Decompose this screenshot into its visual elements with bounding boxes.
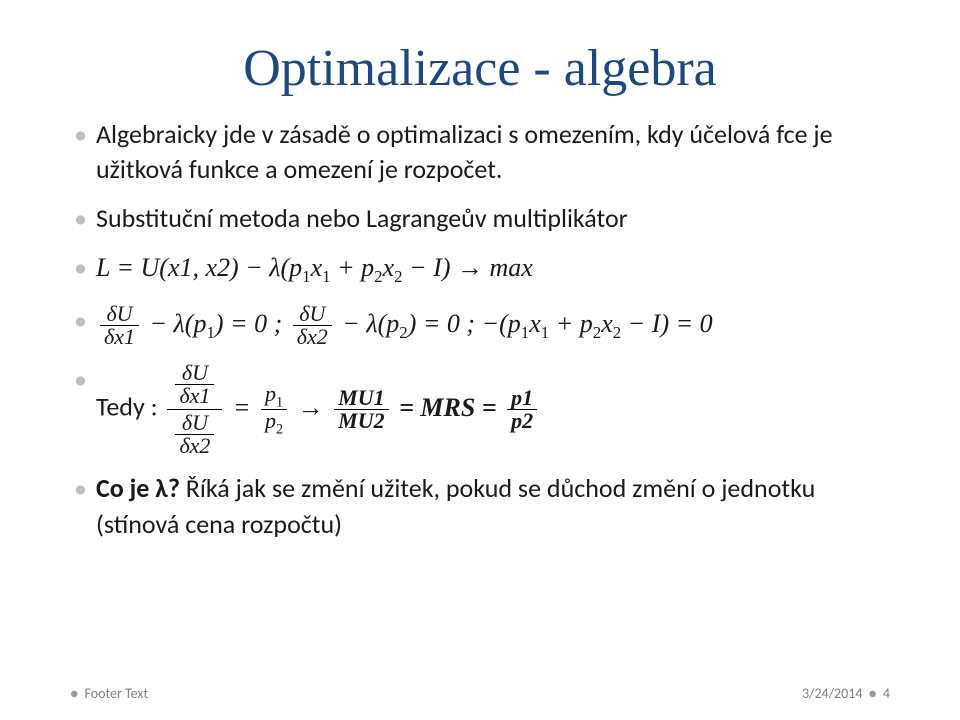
eq-part: + p [549, 309, 593, 338]
lambda-explain: Říká jak se změní užitek, pokud se důcho… [96, 472, 815, 539]
frac-den: δx1 [175, 385, 214, 407]
eq-part: − I) → max [403, 253, 533, 282]
inner-frac-1: δU δx1 [175, 362, 214, 407]
slide-title: Optimalizace - algebra [70, 40, 890, 97]
frac-den: MU2 [334, 410, 388, 432]
eq-part: ) = 0 ; −(p [408, 309, 521, 338]
tedy-label: Tedy : [96, 391, 163, 423]
footer: ● Footer Text 3/24/2014 ● 4 [70, 685, 890, 702]
frac-den: δx2 [293, 326, 332, 348]
lagrangian-expr: L = U(x1, x2) − λ(p1x1 + p2x2 − I) → max [96, 253, 533, 282]
footer-right: 3/24/2014 ● 4 [802, 685, 890, 702]
frac-du-dx1: δU δx1 [100, 303, 139, 348]
frac-p1-p2: p1 p2 [261, 383, 287, 437]
eq-part: − I) = 0 [621, 309, 712, 338]
eq-part: x [529, 309, 541, 338]
eq-part: ) = 0 ; [215, 309, 289, 338]
bullet-3-lagrangian: L = U(x1, x2) − λ(p1x1 + p2x2 − I) → max [70, 250, 890, 289]
title-text: Optimalizace - algebra [243, 40, 717, 97]
bullet-5-tedy: Tedy : δU δx1 δU δx2 [70, 362, 890, 457]
footer-dot-icon: ● [70, 685, 78, 702]
foc-expr: δU δx1 − λ(p1) = 0 ; δU δx2 − λ(p2) = 0 … [96, 309, 713, 338]
eq-part: = MRS = [393, 393, 504, 422]
eq-part: x [383, 253, 395, 282]
footer-dot-icon: ● [868, 685, 876, 702]
co-je-lambda: Co je λ? [96, 472, 180, 504]
eq-part: → [291, 393, 330, 422]
eq-part: + p [331, 253, 375, 282]
eq-part: x [601, 309, 613, 338]
frac-num: p1 [507, 387, 537, 410]
frac-du-dx2: δU δx2 [293, 303, 332, 348]
bullet-1-text: Algebraicky jde v zásadě o optimalizaci … [96, 118, 833, 185]
slide: Optimalizace - algebra Algebraicky jde v… [0, 0, 960, 720]
eq-part: − λ(p [143, 309, 206, 338]
eq-part: − λ(p [336, 309, 399, 338]
frac-num: δU [175, 362, 214, 385]
footer-page: 4 [883, 685, 890, 702]
bullet-6-lambda: Co je λ? Říká jak se změní užitek, pokud… [70, 471, 890, 541]
frac-num: δU [100, 303, 139, 326]
footer-text: Footer Text [84, 685, 148, 702]
tedy-expr: δU δx1 δU δx2 = p1 p2 → [163, 393, 541, 422]
bullet-list: Algebraicky jde v zásadě o optimalizaci … [70, 117, 890, 541]
frac-den: δx2 [175, 435, 214, 457]
frac-den: p2 [507, 410, 537, 432]
footer-date: 3/24/2014 [802, 685, 862, 702]
frac-p-bold: p1 p2 [507, 387, 537, 432]
bullet-2-text: Substituční metoda nebo Lagrangeův multi… [96, 202, 628, 234]
inner-frac-2: δU δx2 [175, 412, 214, 457]
bullet-4-foc: δU δx1 − λ(p1) = 0 ; δU δx2 − λ(p2) = 0 … [70, 303, 890, 348]
frac-num: δU [175, 412, 214, 435]
frac-num: MU1 [334, 387, 388, 410]
eq-part: x [311, 253, 323, 282]
frac-num: δU [293, 303, 332, 326]
bullet-1: Algebraicky jde v zásadě o optimalizaci … [70, 117, 890, 187]
frac-mu: MU1 MU2 [334, 387, 388, 432]
eq-part: p [265, 381, 276, 406]
frac-den: δx1 [100, 326, 139, 348]
frac-ratio-du: δU δx1 δU δx2 [167, 362, 222, 457]
footer-left: ● Footer Text [70, 685, 148, 702]
eq-part: L = U(x1, x2) − λ(p [96, 253, 302, 282]
eq-part: p [265, 408, 276, 433]
bullet-2: Substituční metoda nebo Lagrangeův multi… [70, 201, 890, 236]
